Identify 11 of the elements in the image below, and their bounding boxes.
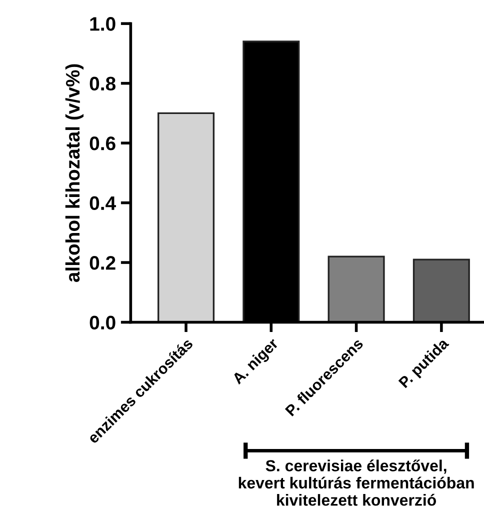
y-tick-label: 0.6 (90, 136, 116, 150)
y-tick-label: 0.2 (90, 256, 116, 270)
bar (328, 256, 385, 322)
text: S. cerevisiae élesztővel, kevert kultúrás fermentációban kivitelezett konverzió (238, 460, 474, 506)
y-tick-label: 1.0 (90, 17, 116, 31)
bar (412, 258, 470, 322)
y-axis-title: alkohol kihozatal (v/v%) (65, 64, 84, 282)
y-tick-label: 0.4 (90, 196, 116, 210)
bar (158, 112, 215, 322)
y-tick-label: 0.0 (90, 316, 116, 330)
y-tick-label: 0.8 (90, 76, 116, 91)
